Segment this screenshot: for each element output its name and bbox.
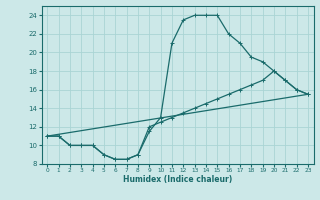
X-axis label: Humidex (Indice chaleur): Humidex (Indice chaleur) [123,175,232,184]
